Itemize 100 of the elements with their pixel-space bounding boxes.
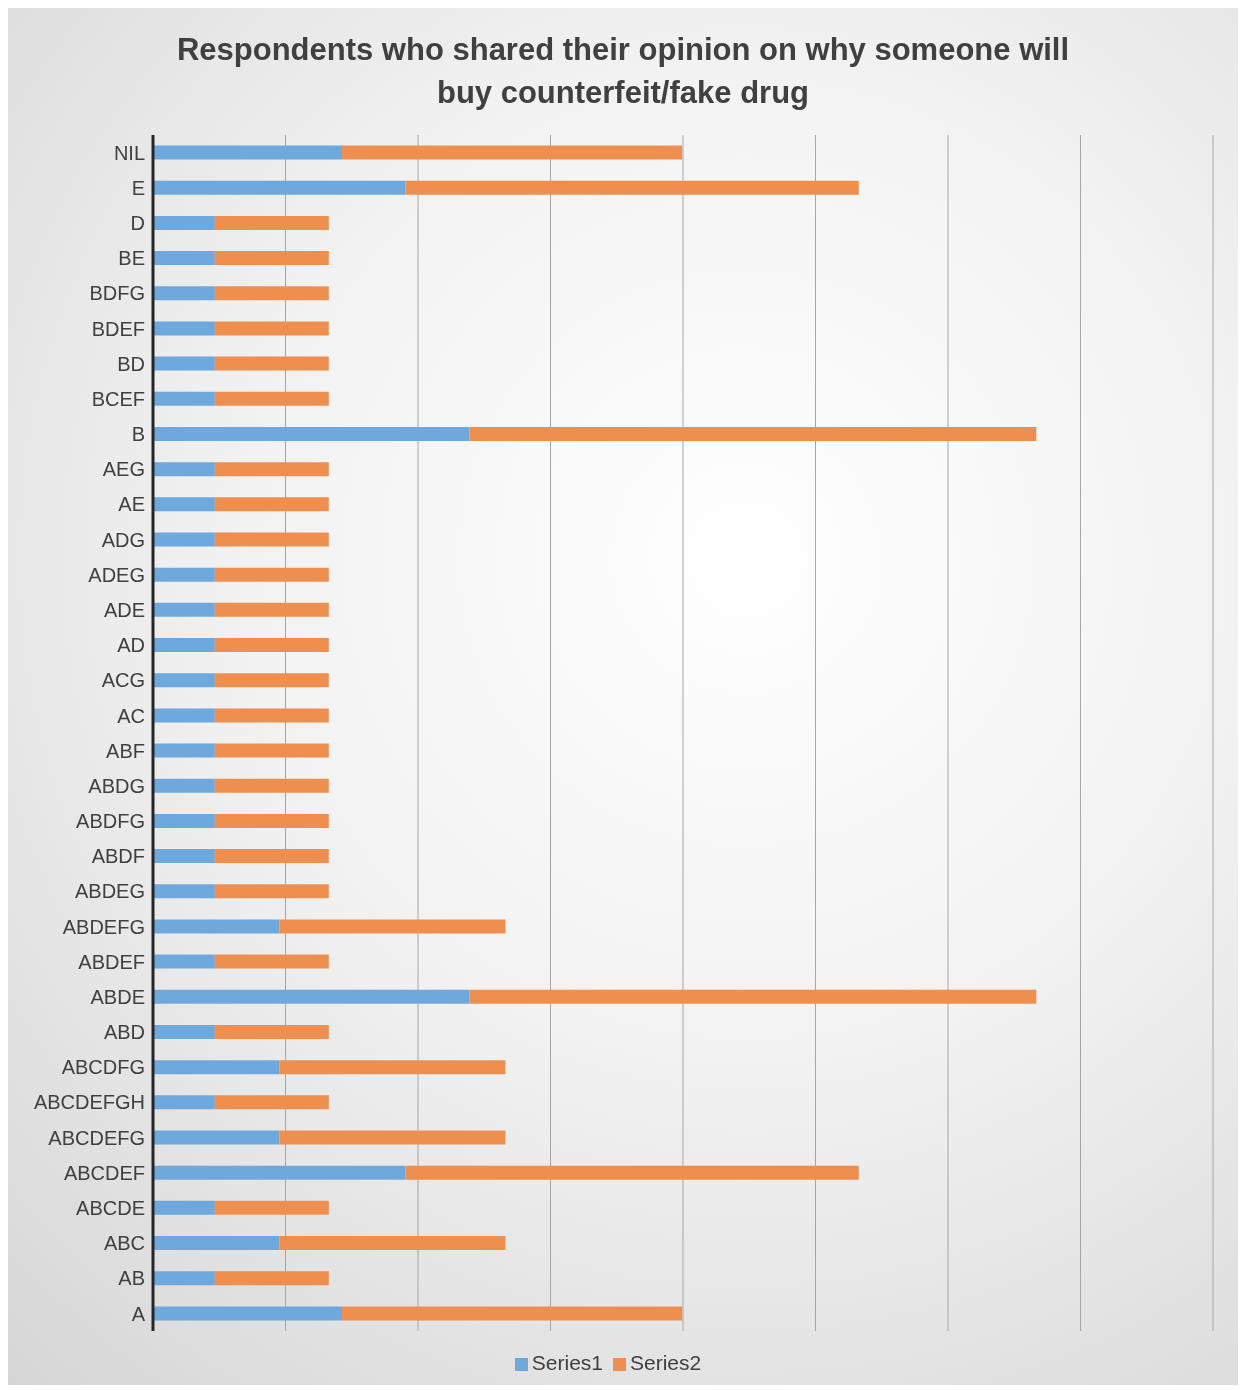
y-tick-label: ABCDE <box>76 1196 145 1219</box>
bar <box>279 1059 506 1074</box>
y-tick-label: BDFG <box>89 282 145 305</box>
bar <box>214 321 329 336</box>
bar <box>214 567 329 582</box>
bar <box>469 989 1037 1004</box>
bar <box>153 321 215 336</box>
bar <box>279 919 506 934</box>
bar <box>153 1059 280 1074</box>
y-tick-label: NIL <box>113 141 145 164</box>
y-tick-label: ABDF <box>91 845 145 867</box>
bar <box>153 989 470 1004</box>
bar <box>405 180 859 195</box>
bar <box>214 286 329 301</box>
bar <box>342 1306 683 1321</box>
y-tick-label: ADG <box>101 528 145 551</box>
bar <box>214 497 329 512</box>
bar <box>153 215 215 230</box>
bar <box>153 180 406 195</box>
bar <box>153 602 215 617</box>
y-tick-label: ABDFG <box>76 809 145 832</box>
bar <box>214 602 329 617</box>
y-tick-label: AE <box>118 493 145 516</box>
bar <box>214 1270 329 1285</box>
bar <box>153 1200 215 1215</box>
bar <box>153 1306 343 1321</box>
chart-title: Respondents who shared their opinion on why someone will buy counterfeit/fake drug <box>175 31 1071 113</box>
y-tick-label: ABD <box>103 1020 145 1043</box>
bar <box>214 778 329 793</box>
bar <box>153 250 215 265</box>
bar <box>214 1024 329 1039</box>
bar <box>153 391 215 406</box>
y-tick-label: ABCDEFGH <box>33 1091 145 1114</box>
bar <box>153 145 343 160</box>
bar <box>153 532 215 547</box>
bar <box>214 356 329 371</box>
bar <box>214 672 329 687</box>
bar <box>153 1165 406 1180</box>
bar <box>279 1130 506 1145</box>
y-tick-label: E <box>131 176 145 199</box>
bar <box>153 919 280 934</box>
y-tick-label: BDEF <box>91 317 145 340</box>
bar <box>153 1235 280 1250</box>
bar <box>342 145 683 160</box>
bar <box>153 461 215 476</box>
bar <box>469 426 1037 441</box>
bar <box>153 426 470 441</box>
bar <box>214 1200 329 1215</box>
y-tick-label: ABCDEFG <box>48 1126 145 1149</box>
bar <box>279 1235 506 1250</box>
bar <box>153 1095 215 1110</box>
y-tick-label: ABDE <box>90 985 145 1008</box>
y-tick-label: ABCDFG <box>61 1056 145 1079</box>
y-tick-label: ABF <box>106 739 145 762</box>
bar <box>153 637 215 652</box>
y-tick-label: ABDG <box>88 774 145 797</box>
bar <box>153 286 215 301</box>
y-tick-label: ADE <box>103 598 145 621</box>
bar <box>214 884 329 899</box>
y-tick-label: BD <box>117 352 145 375</box>
bar <box>153 778 215 793</box>
bar <box>153 497 215 512</box>
bar <box>214 637 329 652</box>
bar <box>153 954 215 969</box>
y-tick-label: B <box>131 422 145 445</box>
y-tick-label: AB <box>118 1267 145 1290</box>
bar <box>153 1130 280 1145</box>
y-tick-label: ABDEFG <box>62 915 145 938</box>
y-tick-label: BE <box>118 247 145 269</box>
bar <box>153 848 215 863</box>
y-tick-label: ABDEG <box>74 880 145 903</box>
legend-label: Series1 <box>531 1350 603 1374</box>
bar <box>214 391 329 406</box>
bar <box>214 461 329 476</box>
bar <box>153 567 215 582</box>
bar <box>405 1165 859 1180</box>
y-tick-label: AEG <box>102 458 145 481</box>
bar <box>214 743 329 758</box>
y-tick-label: ABC <box>103 1231 145 1254</box>
bar <box>214 1095 329 1110</box>
y-tick-label: ADEG <box>88 563 145 586</box>
bar <box>153 708 215 723</box>
bar <box>214 954 329 969</box>
y-tick-label: A <box>131 1302 146 1325</box>
bar <box>214 250 329 265</box>
bar <box>214 215 329 230</box>
y-tick-label: AC <box>117 704 145 727</box>
bar <box>214 848 329 863</box>
bar <box>153 672 215 687</box>
bar <box>153 813 215 828</box>
bar <box>153 884 215 899</box>
y-tick-label: AD <box>117 633 145 656</box>
legend-label: Series2 <box>630 1350 702 1374</box>
bar <box>153 743 215 758</box>
bar <box>153 356 215 371</box>
bar <box>214 813 329 828</box>
y-tick-label: ABCDEF <box>63 1161 145 1184</box>
y-tick-label: ACG <box>101 669 145 692</box>
y-tick-label: D <box>130 211 145 234</box>
bar <box>153 1270 215 1285</box>
